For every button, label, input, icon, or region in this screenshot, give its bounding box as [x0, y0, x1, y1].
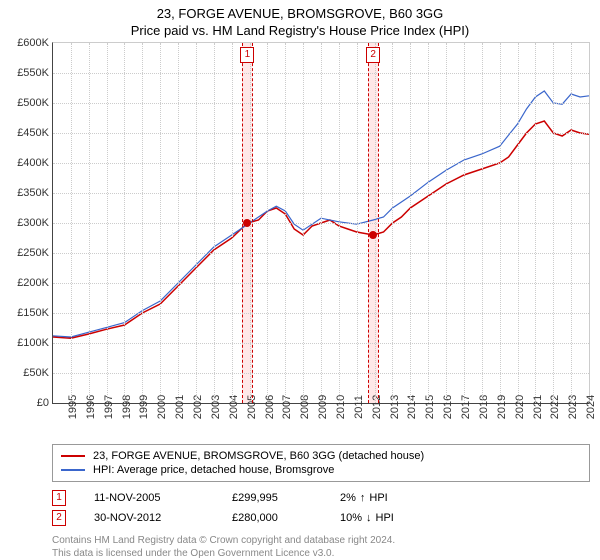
gridline-vertical [357, 43, 358, 403]
x-axis-label: 2025 [589, 395, 600, 419]
legend-item: HPI: Average price, detached house, Brom… [61, 463, 581, 477]
hpi-pct: 10% [340, 512, 362, 524]
sale-marker-box: 1 [52, 490, 66, 506]
footer-line: Contains HM Land Registry data © Crown c… [52, 534, 590, 547]
gridline-vertical [410, 43, 411, 403]
arrow-down-icon: ↓ [366, 512, 372, 524]
legend-item: 23, FORGE AVENUE, BROMSGROVE, B60 3GG (d… [61, 449, 581, 463]
chart-title: 23, FORGE AVENUE, BROMSGROVE, B60 3GG [0, 0, 600, 21]
gridline-vertical [232, 43, 233, 403]
gridline-vertical [375, 43, 376, 403]
y-axis-label: £500K [17, 97, 49, 109]
table-row: 1 11-NOV-2005 £299,995 2% ↑ HPI [52, 488, 590, 508]
gridline-vertical [339, 43, 340, 403]
sale-band-edge [368, 43, 369, 403]
sale-dot [369, 231, 377, 239]
gridline-vertical [535, 43, 536, 403]
y-axis-label: £50K [23, 367, 49, 379]
legend-swatch-hpi [61, 469, 85, 471]
gridline-vertical [321, 43, 322, 403]
footer-attribution: Contains HM Land Registry data © Crown c… [52, 534, 590, 560]
sale-marker-box: 2 [52, 510, 66, 526]
chart-subtitle: Price paid vs. HM Land Registry's House … [0, 21, 600, 42]
gridline-vertical [267, 43, 268, 403]
y-axis-label: £300K [17, 217, 49, 229]
gridline-vertical [446, 43, 447, 403]
gridline-vertical [464, 43, 465, 403]
legend-label: 23, FORGE AVENUE, BROMSGROVE, B60 3GG (d… [93, 450, 424, 462]
y-axis-label: £600K [17, 37, 49, 49]
y-axis-label: £150K [17, 307, 49, 319]
gridline-vertical [71, 43, 72, 403]
y-axis-label: £400K [17, 157, 49, 169]
gridline-vertical [160, 43, 161, 403]
legend-swatch-property [61, 455, 85, 457]
sale-price: £299,995 [232, 492, 312, 504]
sale-price: £280,000 [232, 512, 312, 524]
gridline-vertical [107, 43, 108, 403]
gridline-vertical [124, 43, 125, 403]
chart-legend: 23, FORGE AVENUE, BROMSGROVE, B60 3GG (d… [52, 444, 590, 482]
sale-marker-label: 2 [366, 47, 380, 63]
y-axis-label: £200K [17, 277, 49, 289]
gridline-vertical [428, 43, 429, 403]
gridline-vertical [518, 43, 519, 403]
arrow-up-icon: ↑ [360, 492, 366, 504]
gridline-vertical [482, 43, 483, 403]
gridline-vertical [392, 43, 393, 403]
gridline-vertical [500, 43, 501, 403]
y-axis-label: £450K [17, 127, 49, 139]
y-axis-label: £0 [37, 397, 49, 409]
y-axis-label: £550K [17, 67, 49, 79]
sale-date: 11-NOV-2005 [94, 492, 204, 504]
hpi-pct: 2% [340, 492, 356, 504]
y-axis-label: £250K [17, 247, 49, 259]
gridline-vertical [196, 43, 197, 403]
gridline-vertical [178, 43, 179, 403]
sale-band-edge [378, 43, 379, 403]
gridline-vertical [214, 43, 215, 403]
gridline-vertical [553, 43, 554, 403]
price-chart: £0£50K£100K£150K£200K£250K£300K£350K£400… [52, 42, 590, 404]
sale-date: 30-NOV-2012 [94, 512, 204, 524]
footer-line: This data is licensed under the Open Gov… [52, 547, 590, 560]
gridline-vertical [303, 43, 304, 403]
legend-label: HPI: Average price, detached house, Brom… [93, 464, 334, 476]
gridline-vertical [571, 43, 572, 403]
sale-hpi: 10% ↓ HPI [340, 512, 394, 524]
y-axis-label: £100K [17, 337, 49, 349]
gridline-vertical [285, 43, 286, 403]
sale-marker-label: 1 [240, 47, 254, 63]
hpi-label: HPI [369, 492, 387, 504]
sales-table: 1 11-NOV-2005 £299,995 2% ↑ HPI 2 30-NOV… [52, 488, 590, 528]
table-row: 2 30-NOV-2012 £280,000 10% ↓ HPI [52, 508, 590, 528]
y-axis-label: £350K [17, 187, 49, 199]
hpi-label: HPI [376, 512, 394, 524]
gridline-vertical [89, 43, 90, 403]
gridline-vertical [142, 43, 143, 403]
sale-hpi: 2% ↑ HPI [340, 492, 388, 504]
sale-band-edge [252, 43, 253, 403]
sale-dot [243, 219, 251, 227]
